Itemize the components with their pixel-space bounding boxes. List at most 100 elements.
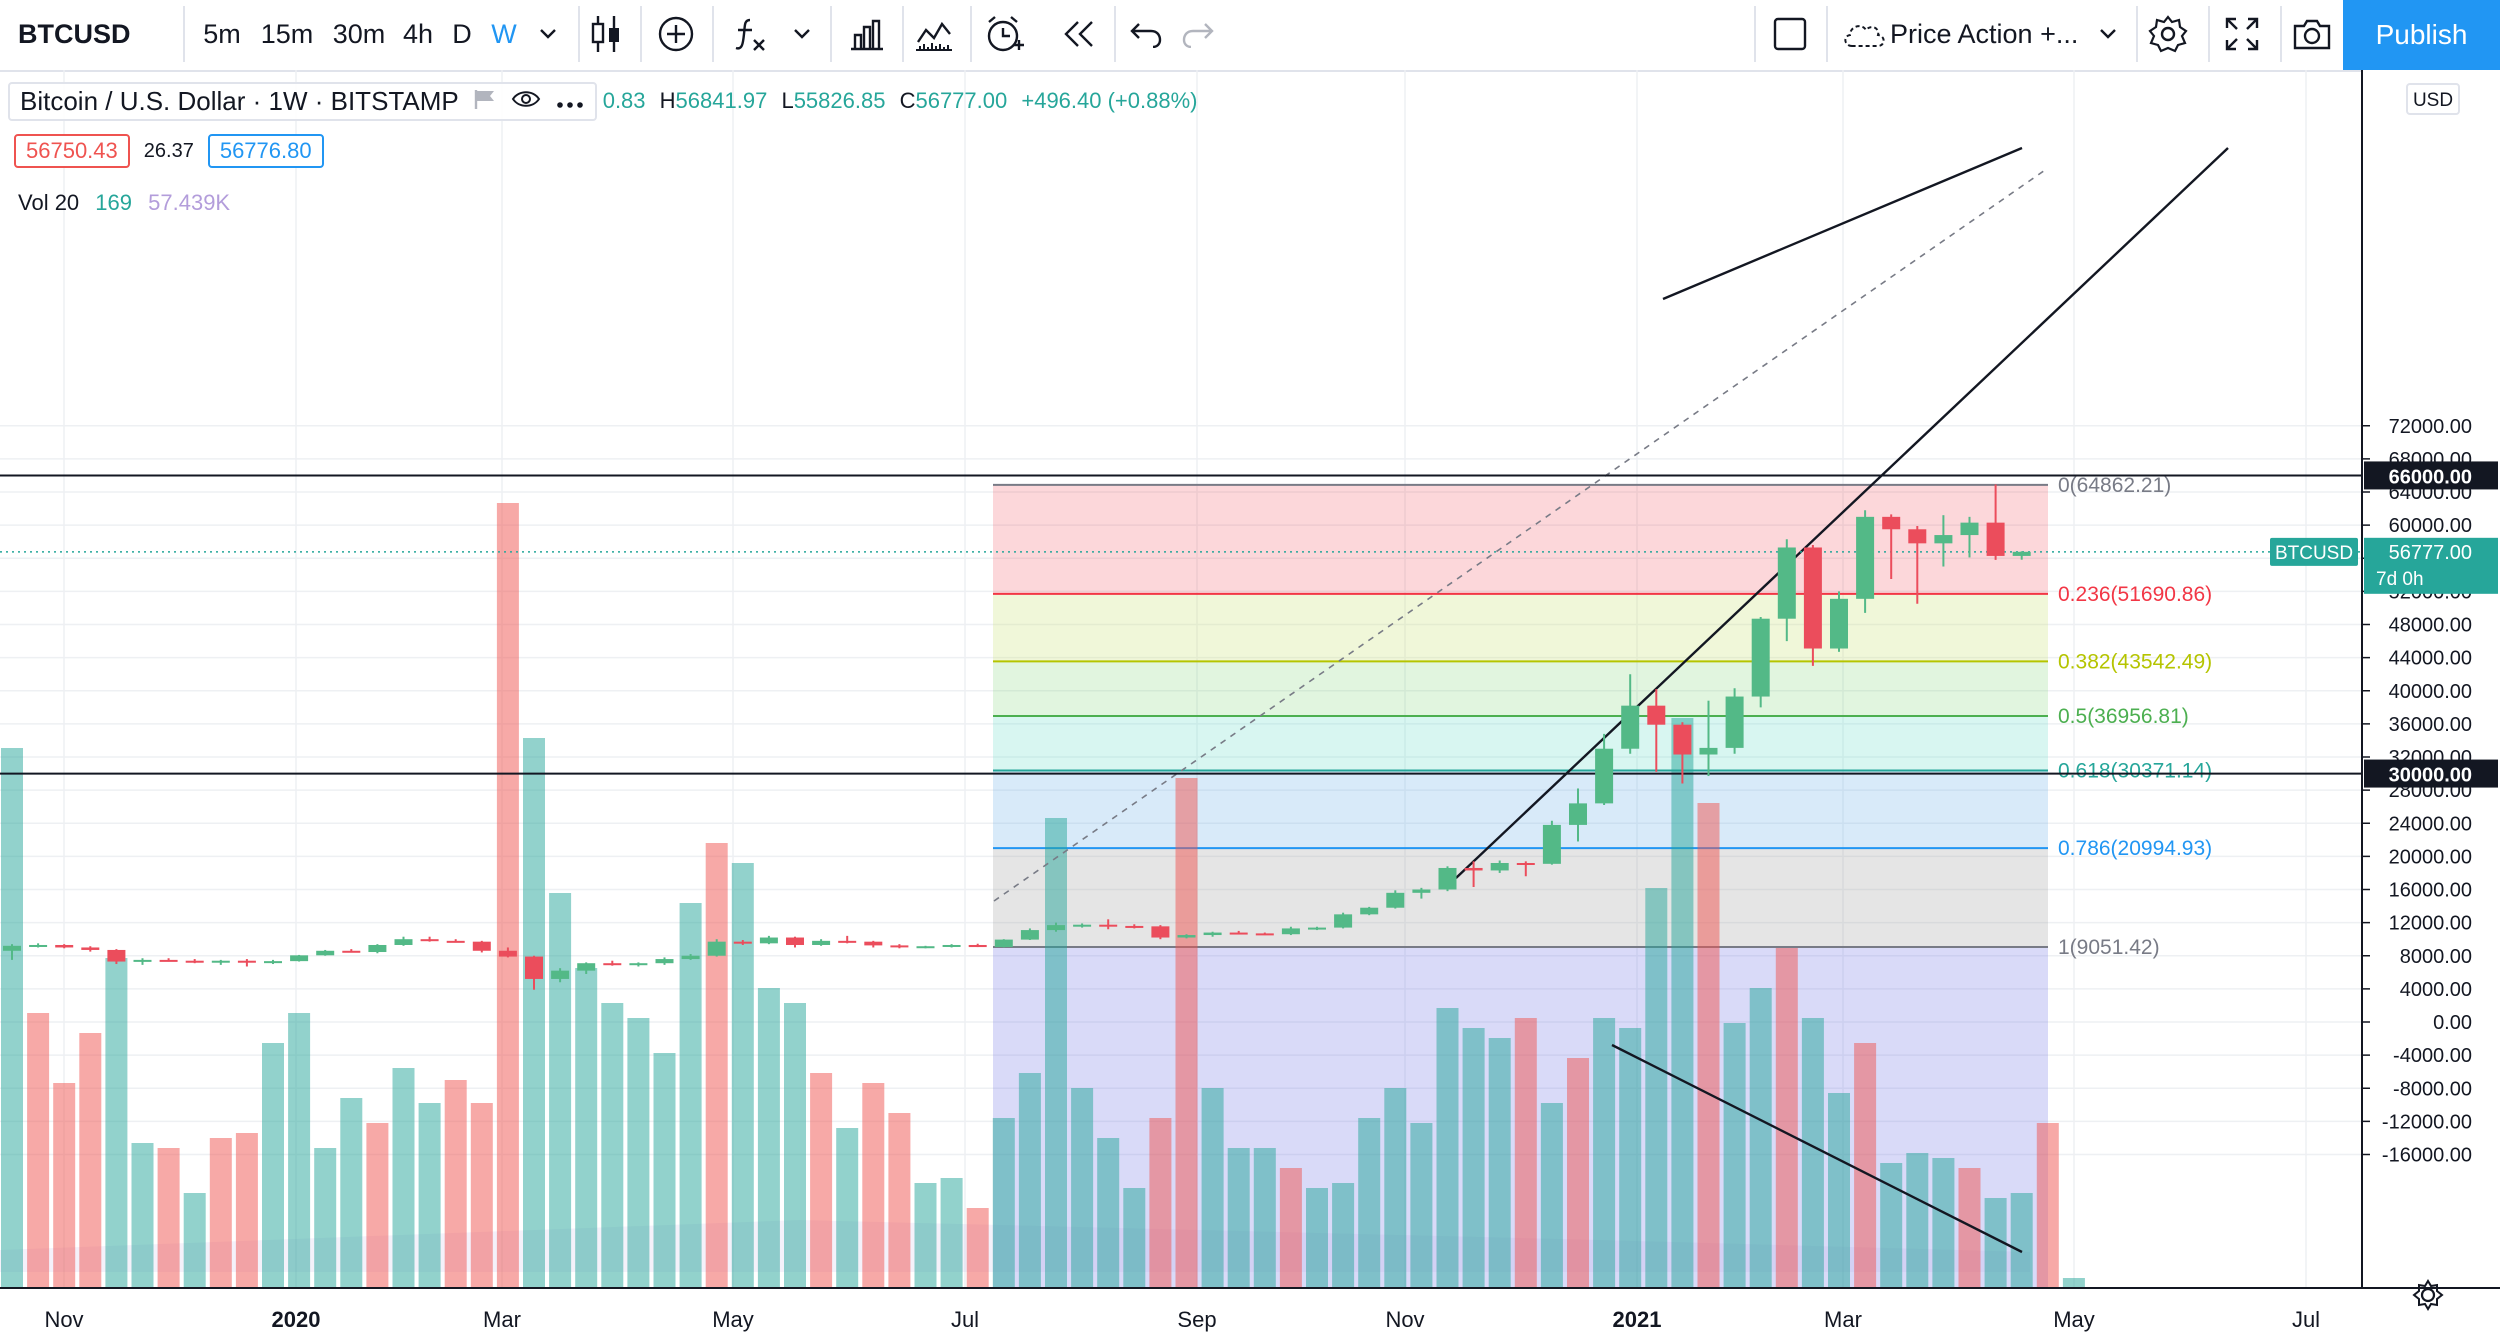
candle-body [733,941,752,944]
alert-clock-icon[interactable] [978,0,1030,68]
settings-gear-icon[interactable] [2140,0,2196,68]
interval-dropdown-chevron-icon[interactable] [528,0,568,68]
publish-button[interactable]: Publish [2343,0,2500,70]
add-compare-icon[interactable] [650,0,702,68]
candle-body [681,955,700,960]
candle-body [1725,696,1744,748]
flag-icon[interactable] [473,86,497,117]
interval-d[interactable]: D [452,18,472,49]
candles-style-icon[interactable] [584,0,628,68]
more-options-icon[interactable] [555,86,585,117]
candle-body [1986,522,2005,556]
candle-body [316,950,335,956]
candle-body [185,960,204,963]
strategy-chart-icon[interactable] [908,0,960,68]
channel-support-trend-line [1455,147,2229,879]
chart-canvas[interactable]: 0(64862.21) 0.236(51690.86) 0.382(43542.49… [0,70,2500,1342]
candle-body [525,956,543,979]
volume-bar [966,1208,989,1288]
volume-bar [1045,818,1067,1288]
trend-lines[interactable] [993,146,2229,1254]
volume-bar [653,1053,676,1288]
price-tick-label: -4000.00 [2393,1045,2472,1067]
candle-body [1803,547,1822,649]
undo-icon[interactable] [1120,0,1172,68]
volume-bar [1306,1188,1328,1288]
volume-bar [1697,803,1720,1288]
candle-body [1177,935,1196,938]
volume-bar [1854,1043,1877,1288]
price-axis[interactable]: 72000.0068000.0064000.0060000.0056000.00… [2361,70,2500,1342]
camera-snapshot-icon[interactable] [2284,0,2340,68]
volume-bar [53,1083,76,1288]
volume-bar [105,958,128,1288]
visibility-eye-icon[interactable] [511,86,541,117]
fib-zone [993,484,2048,594]
fullscreen-icon[interactable] [2212,0,2272,68]
volume-bar [2010,1193,2033,1288]
currency-label: USD [2413,90,2453,111]
volume-bar [1123,1188,1146,1288]
price-tick-label: -12000.00 [2382,1111,2472,1133]
interval-4h[interactable]: 4h [402,18,434,49]
volume-label: Vol 20 [18,190,80,215]
interval-15m[interactable]: 15m [260,18,314,49]
volume-bar [1,748,23,1288]
price-tick-label: 48000.00 [2389,615,2472,637]
volume-bar [314,1148,337,1288]
indicators-fx-icon[interactable] [722,0,778,68]
candle-body [629,963,648,966]
volume-bar [810,1073,833,1288]
template-name[interactable]: Price Action +... [1890,18,2079,49]
candle-body [211,960,230,963]
horizontal-lines[interactable] [0,474,2362,775]
indicators-chevron-icon[interactable] [782,0,822,68]
candle-body [1047,925,1065,931]
volume-bar [1436,1008,1459,1288]
volume-bar [549,893,572,1288]
symbol-legend: Bitcoin / U.S. Dollar · 1W · BITSTAMP 0.… [8,80,1198,122]
symbol-legend-box[interactable]: Bitcoin / U.S. Dollar · 1W · BITSTAMP [8,81,597,121]
price-tick-label: 36000.00 [2389,714,2472,736]
separator [902,6,904,62]
volume-value: 169 [95,190,133,215]
layout-square-icon[interactable] [1764,0,1816,68]
volume-bar [1775,948,1798,1288]
volume-bar [1097,1138,1120,1288]
candle-body [890,945,909,948]
interval-5m[interactable]: 5m [203,18,241,49]
volume-bar [1514,1018,1537,1288]
volume-bar [1984,1198,2007,1288]
separator [970,6,972,62]
financials-bars-icon[interactable] [840,0,892,68]
redo-icon[interactable] [1172,0,1224,68]
volume-bar [1645,888,1668,1288]
low-label: L [781,88,794,113]
replay-icon[interactable] [1052,0,1104,68]
candle-body [2012,551,2031,556]
candle-body [1960,522,1979,536]
interval-30m[interactable]: 30m [332,18,386,49]
separator [712,6,714,62]
time-tick-label: Sep [1177,1307,1216,1332]
volume-bar [523,738,545,1288]
candle-body [107,949,126,962]
bid-price[interactable]: 56750.43 [14,134,130,168]
axis-settings-gear-icon [2412,1279,2444,1311]
time-axis[interactable]: Nov 2020 Mar May Jul Sep Nov 2021 Mar May Jul [0,1279,2500,1342]
fib-zone [993,848,2048,948]
candle-body [1777,547,1796,619]
volume-bar [1018,1073,1041,1288]
close-label: C [899,88,916,113]
interval-w[interactable]: W [491,18,517,49]
ask-price[interactable]: 56776.80 [207,134,324,168]
template-chevron-icon[interactable] [2088,0,2128,68]
candle-body [1673,724,1692,755]
candle-body [1830,598,1848,649]
separator [1754,6,1756,62]
high-label: H [659,88,676,113]
volume-bar [731,863,754,1288]
symbol-search[interactable]: BTCUSD [18,18,131,49]
candle-body [446,940,465,943]
volume-bar [1958,1168,1981,1288]
